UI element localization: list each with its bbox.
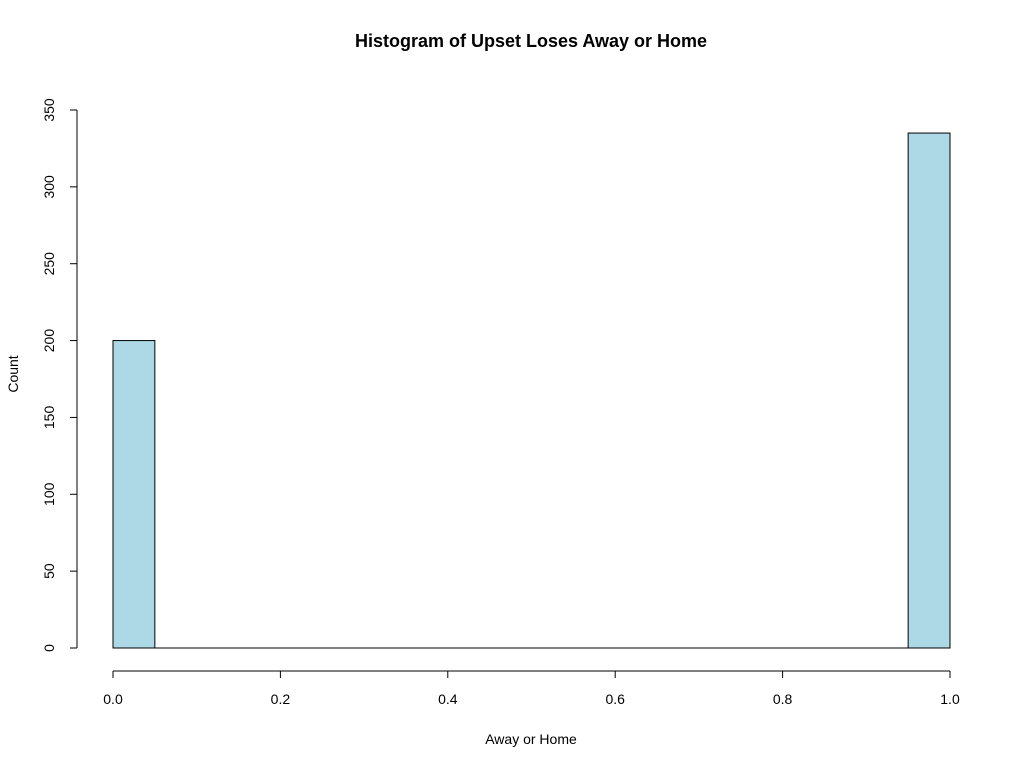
y-tick-label: 200 bbox=[41, 329, 57, 353]
y-tick-label: 150 bbox=[41, 406, 57, 430]
x-tick-label: 0.2 bbox=[271, 691, 291, 707]
histogram-bar-0 bbox=[112, 340, 156, 649]
x-axis: 0.0 0.2 0.4 0.6 0.8 1.0 bbox=[103, 670, 960, 707]
y-tick-label: 250 bbox=[41, 252, 57, 276]
x-tick-label: 1.0 bbox=[940, 691, 960, 707]
y-axis-label: Count bbox=[5, 355, 21, 392]
x-axis-label: Away or Home bbox=[485, 731, 577, 747]
x-tick-label: 0.4 bbox=[438, 691, 458, 707]
bars-group bbox=[112, 132, 951, 649]
histogram-bar-1 bbox=[907, 132, 951, 649]
y-tick-label: 0 bbox=[41, 644, 57, 652]
x-tick-label: 0.6 bbox=[605, 691, 625, 707]
chart-title: Histogram of Upset Loses Away or Home bbox=[355, 31, 707, 51]
y-tick-label: 50 bbox=[41, 563, 57, 579]
y-axis: 0 50 100 150 200 250 300 350 bbox=[41, 98, 78, 652]
y-tick-label: 300 bbox=[41, 175, 57, 199]
y-tick-label: 350 bbox=[41, 98, 57, 122]
x-tick-label: 0.0 bbox=[103, 691, 123, 707]
x-tick-label: 0.8 bbox=[773, 691, 793, 707]
y-tick-label: 100 bbox=[41, 482, 57, 506]
